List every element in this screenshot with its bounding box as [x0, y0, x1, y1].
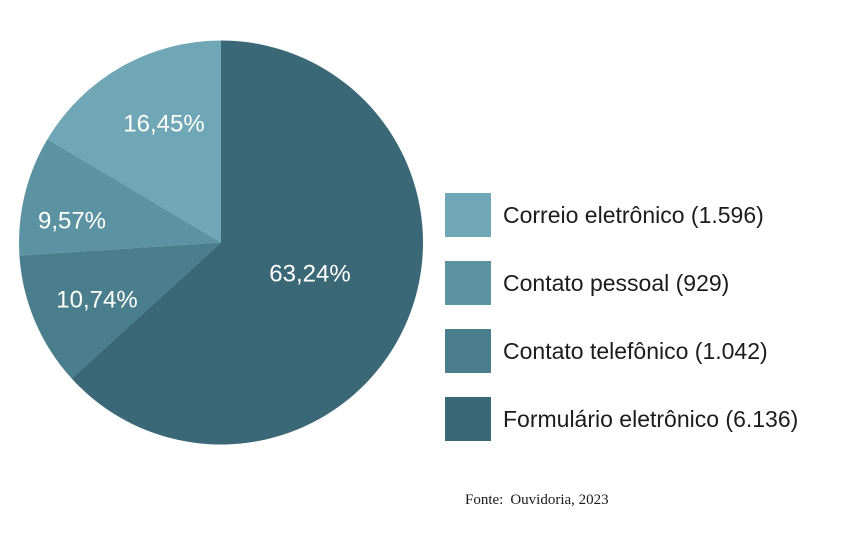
legend-item-1: Contato pessoal (929)	[445, 261, 798, 305]
legend-item-3: Formulário eletrônico (6.136)	[445, 397, 798, 441]
legend-swatch-2	[445, 329, 491, 373]
source-note-label: Fonte:	[465, 492, 504, 508]
pie-slice-0	[47, 40, 222, 243]
pie-slice-3	[71, 40, 424, 445]
pie-slice-2	[19, 242, 222, 379]
legend-label-3: Formulário eletrônico (6.136)	[503, 405, 799, 432]
legend-item-0: Correio eletrônico (1.596)	[445, 193, 798, 237]
pie-slice-1	[19, 139, 222, 256]
source-note-value: Ouvidoria, 2023	[510, 492, 609, 508]
slice-percent-label-1: 9,57%	[38, 208, 106, 235]
legend-swatch-1	[445, 261, 491, 305]
legend-swatch-0	[445, 193, 491, 237]
slice-percent-label-0: 16,45%	[123, 111, 204, 138]
legend: Correio eletrônico (1.596) Contato pessoa…	[445, 193, 798, 441]
source-note: Fonte: Ouvidoria, 2023	[465, 492, 609, 509]
slice-percent-label-3: 63,24%	[269, 261, 350, 288]
legend-label-0: Correio eletrônico (1.596)	[503, 201, 764, 228]
pie-chart: 16,45% 9,57% 10,74% 63,24%	[19, 40, 424, 445]
legend-swatch-3	[445, 397, 491, 441]
slice-percent-label-2: 10,74%	[56, 287, 137, 314]
legend-label-2: Contato telefônico (1.042)	[503, 337, 768, 364]
legend-item-2: Contato telefônico (1.042)	[445, 329, 798, 373]
legend-label-1: Contato pessoal (929)	[503, 269, 730, 296]
